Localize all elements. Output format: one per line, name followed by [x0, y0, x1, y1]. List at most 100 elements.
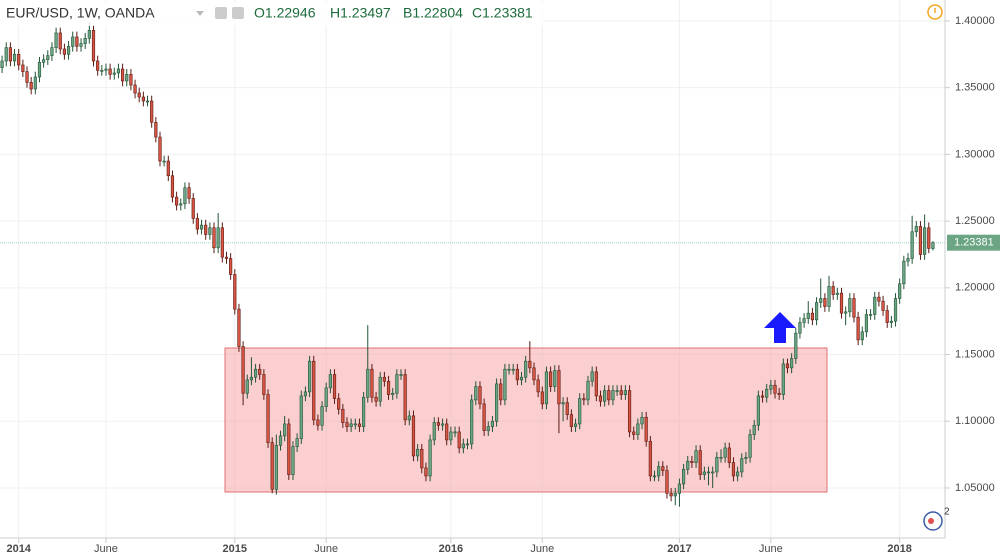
candle-body	[42, 59, 46, 63]
price-label-box	[947, 234, 1000, 251]
candle-body	[781, 363, 785, 395]
candle-body	[669, 493, 673, 497]
candle-body	[802, 318, 806, 323]
x-tick-label: June	[759, 543, 783, 555]
candle-body	[145, 100, 150, 103]
x-tick-label: 2017	[667, 543, 691, 555]
candle-body	[224, 256, 229, 259]
candle-body	[237, 308, 241, 347]
candle-body	[573, 423, 578, 427]
alert-icon[interactable]	[927, 4, 943, 20]
candle-body	[632, 431, 636, 435]
candle-body	[108, 68, 112, 75]
candle-body	[706, 471, 711, 474]
candle-body	[457, 431, 461, 449]
candle-body	[170, 175, 175, 198]
candle-body	[740, 458, 744, 473]
candle-body	[810, 312, 814, 321]
candle-body	[295, 438, 299, 447]
candle-body	[332, 374, 337, 399]
candle-body	[374, 396, 378, 402]
candle-body	[690, 460, 694, 463]
candle-body	[204, 224, 208, 235]
candle-body	[470, 399, 474, 445]
close-value: C1.23381	[472, 5, 533, 21]
candle-body	[191, 198, 195, 219]
candle-body	[4, 47, 8, 62]
candle-body	[424, 467, 428, 477]
candle-body	[881, 300, 885, 311]
candle-body	[873, 296, 877, 315]
candle-body	[278, 435, 283, 446]
candle-body	[657, 466, 661, 477]
candle-body	[162, 160, 166, 163]
candle-body	[885, 310, 889, 323]
candle-body	[121, 68, 125, 82]
candle-body	[303, 391, 308, 397]
candle-body	[727, 447, 731, 463]
candle-body	[66, 46, 71, 55]
candle-body	[856, 316, 860, 341]
y-tick-label: 1.30000	[955, 148, 995, 160]
candle-body	[765, 388, 769, 398]
candle-body	[324, 387, 328, 407]
candle-body	[736, 471, 740, 477]
candle-body	[241, 346, 245, 394]
candle-body	[125, 74, 129, 82]
candle-body	[308, 360, 312, 393]
hide-icon[interactable]	[232, 7, 244, 19]
candle-body	[112, 72, 116, 75]
candle-body	[544, 371, 549, 405]
candle-body	[615, 390, 619, 392]
candle-body	[827, 286, 831, 307]
candle-body	[175, 196, 179, 206]
candle-body	[893, 298, 898, 322]
candle-body	[731, 462, 736, 477]
candle-body	[337, 398, 341, 410]
x-tick-label: June	[94, 543, 118, 555]
candle-body	[328, 374, 332, 389]
up-arrow	[764, 312, 796, 343]
settings-icon[interactable]	[215, 7, 227, 19]
symbol-dropdown[interactable]	[196, 11, 204, 16]
candle-body	[931, 242, 935, 249]
candle-body	[486, 426, 490, 431]
candle-body	[773, 384, 777, 394]
x-tick-label: June	[314, 543, 338, 555]
candle-body	[673, 493, 677, 497]
y-tick-label: 1.05000	[955, 482, 995, 494]
header-bg	[0, 2, 545, 26]
candle-body	[453, 431, 457, 434]
candle-body	[208, 227, 212, 235]
candle-body	[370, 368, 374, 398]
candle-body	[353, 423, 357, 426]
candle-body	[748, 434, 752, 458]
candle-body	[299, 395, 303, 439]
candle-body	[362, 396, 366, 427]
candle-body	[428, 439, 432, 477]
symbol[interactable]: EUR/USD, 1W, OANDA	[6, 5, 155, 21]
y-tick-label: 1.20000	[955, 282, 995, 294]
candle-body	[270, 442, 274, 490]
candle-body	[819, 298, 823, 303]
candle-body	[378, 376, 382, 402]
candle-body	[116, 68, 121, 74]
x-tick-label: 2016	[439, 543, 463, 555]
candle-body	[474, 386, 478, 401]
candle-body	[711, 471, 715, 474]
candle-body	[902, 260, 906, 285]
candle-body	[54, 32, 58, 48]
candle-body	[869, 314, 873, 316]
candle-body	[262, 374, 266, 395]
candle-body	[8, 47, 12, 62]
candle-body	[831, 286, 835, 295]
candle-body	[914, 226, 918, 233]
candle-body	[482, 403, 486, 431]
candle-body	[432, 422, 436, 441]
candle-body	[166, 160, 170, 177]
candle-body	[611, 390, 615, 401]
candle-body	[839, 292, 844, 314]
candle-body	[686, 460, 690, 470]
candle-body	[682, 468, 686, 485]
candle-body	[927, 227, 931, 249]
